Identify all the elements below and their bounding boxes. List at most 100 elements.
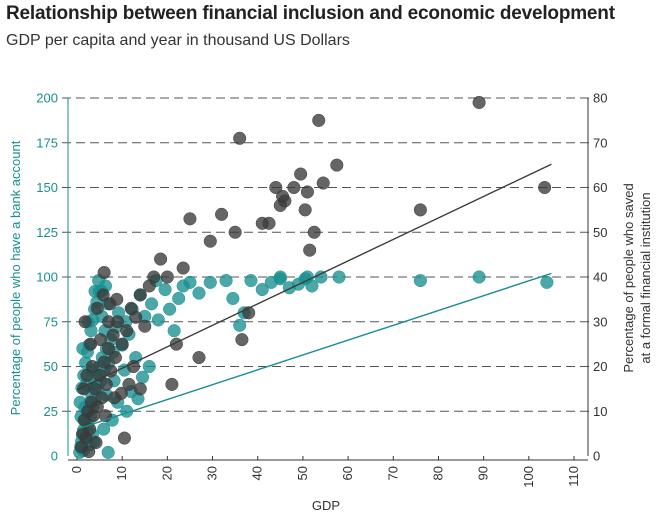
savings-point [303, 243, 317, 257]
savings-point [233, 131, 247, 145]
bank-account-point [145, 297, 159, 311]
y-axis-left-title: Percentage of people who have a bank acc… [8, 140, 23, 415]
savings-point [235, 333, 249, 347]
y-tick-left: 0 [51, 449, 58, 464]
bank-account-point [540, 275, 554, 289]
savings-point [85, 359, 99, 374]
savings-point [298, 203, 312, 217]
savings-point [316, 176, 330, 190]
y-axis-right-title-line1: Percentage of people who saved [621, 183, 636, 372]
savings-point [413, 203, 427, 217]
bank-account-point [183, 275, 197, 289]
x-tick-label: 90 [476, 466, 491, 480]
y-tick-right: 60 [593, 180, 607, 195]
savings-point [312, 113, 326, 127]
savings-point [122, 377, 136, 391]
x-tick-label: 60 [340, 466, 355, 480]
savings-point [97, 355, 111, 369]
savings-point [126, 359, 141, 374]
trend-lines [76, 163, 552, 430]
bank-account-point [151, 313, 165, 327]
savings-point [262, 216, 276, 230]
x-tick-label: 70 [385, 466, 400, 480]
bank-account-point [163, 302, 177, 316]
axis-labels: GDP Percentage of people who have a bank… [8, 140, 653, 513]
bank-account-point [203, 275, 217, 289]
savings-point [269, 180, 283, 195]
bank-account-point [233, 318, 247, 332]
savings-point [300, 185, 314, 199]
savings-point [108, 351, 122, 365]
savings-point [129, 310, 143, 324]
axes: 0 0 25 10 50 20 75 30 100 40 125 50 150 60 175 70 200 80 0… [36, 91, 607, 488]
y-tick-left: 200 [36, 91, 58, 106]
y-tick-left: 125 [36, 225, 58, 240]
y-tick-right: 30 [593, 314, 607, 329]
x-tick-label: 30 [205, 466, 220, 480]
bank-account-point [273, 270, 287, 284]
x-axis-title: GDP [312, 498, 340, 513]
savings-point [133, 288, 147, 302]
x-tick-label: 100 [521, 466, 536, 488]
trend-line [76, 272, 552, 430]
savings-point [138, 319, 152, 333]
savings-point [472, 95, 486, 110]
savings-point [89, 436, 103, 450]
chart-title: Relationship between financial inclusion… [6, 3, 615, 24]
savings-point [147, 270, 161, 284]
savings-point [287, 180, 301, 195]
savings-point [102, 315, 116, 329]
savings-point [176, 261, 190, 275]
bank-account-point [255, 282, 269, 297]
savings-point [538, 180, 552, 195]
savings-point [78, 315, 92, 329]
y-tick-right: 20 [593, 359, 607, 374]
x-tick-label: 10 [114, 466, 129, 480]
y-tick-right: 10 [593, 404, 607, 419]
y-tick-right: 0 [593, 449, 600, 464]
y-axis-right-title-line2: at a formal financial institution [638, 192, 653, 363]
savings-point [228, 225, 242, 239]
bank-account-point [142, 359, 156, 374]
x-tick-label: 40 [250, 466, 265, 480]
x-tick-label: 80 [430, 466, 445, 480]
grid-lines [62, 97, 592, 412]
y-tick-left: 50 [44, 359, 58, 374]
y-tick-right: 50 [593, 225, 607, 240]
savings-point [82, 444, 96, 459]
bank-account-point [101, 445, 115, 459]
savings-point [90, 301, 104, 315]
savings-point [93, 333, 108, 347]
savings-point [215, 207, 229, 221]
y-tick-left: 150 [36, 180, 58, 195]
savings-point [106, 328, 120, 342]
y-tick-left: 25 [44, 404, 58, 419]
savings-point [107, 391, 122, 405]
bank-account-point [413, 274, 427, 288]
y-tick-right: 70 [593, 135, 607, 150]
bank-account-point [472, 270, 486, 284]
savings-point [117, 431, 131, 445]
savings-point [102, 342, 116, 356]
savings-point [95, 391, 109, 405]
bank-account-point [192, 286, 206, 300]
bank-account-point [167, 324, 181, 338]
savings-point [103, 297, 117, 311]
bank-account-point [244, 274, 258, 288]
savings-point [96, 288, 110, 302]
x-tick-label: 50 [295, 466, 310, 480]
savings-point [192, 351, 206, 365]
y-tick-left: 75 [44, 314, 58, 329]
savings-point [99, 377, 113, 391]
y-tick-left: 175 [36, 135, 58, 150]
savings-point [133, 382, 147, 396]
bank-account-point [135, 370, 150, 384]
savings-point [294, 167, 308, 181]
trend-line [76, 163, 552, 391]
savings-point [330, 158, 344, 172]
y-tick-left: 100 [36, 270, 58, 285]
bank-account-point [158, 282, 172, 297]
bank-account-point [172, 291, 186, 306]
bank-account-point [219, 274, 233, 288]
